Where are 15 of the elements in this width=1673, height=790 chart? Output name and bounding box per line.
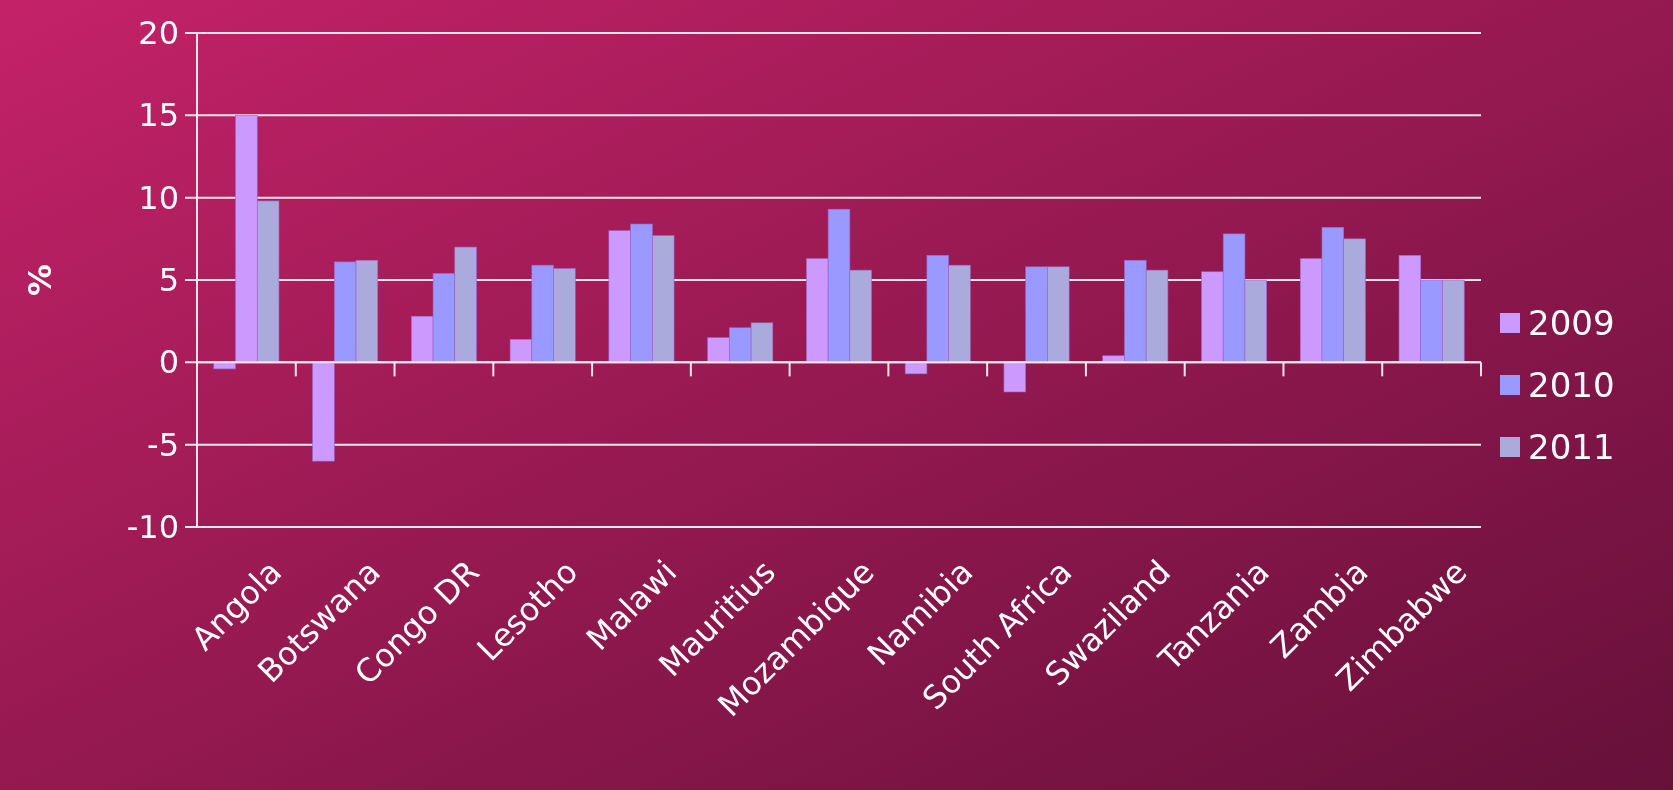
y-tick-label: 10 bbox=[138, 178, 179, 217]
legend-label: 2011 bbox=[1528, 427, 1615, 467]
y-tick-label: -5 bbox=[147, 425, 179, 464]
y-tick-label: 15 bbox=[138, 96, 179, 135]
y-tick-label: -10 bbox=[126, 508, 179, 546]
legend-label: 2010 bbox=[1528, 365, 1615, 405]
y-tick-label: 0 bbox=[158, 343, 179, 382]
bar bbox=[904, 362, 928, 375]
bar bbox=[312, 362, 335, 462]
bar bbox=[1003, 362, 1026, 393]
legend-label: 2009 bbox=[1528, 303, 1615, 343]
y-tick-label: 5 bbox=[158, 261, 179, 299]
y-axis-title: % bbox=[21, 263, 59, 297]
bar bbox=[213, 362, 236, 370]
y-tick-label: 20 bbox=[138, 14, 179, 52]
